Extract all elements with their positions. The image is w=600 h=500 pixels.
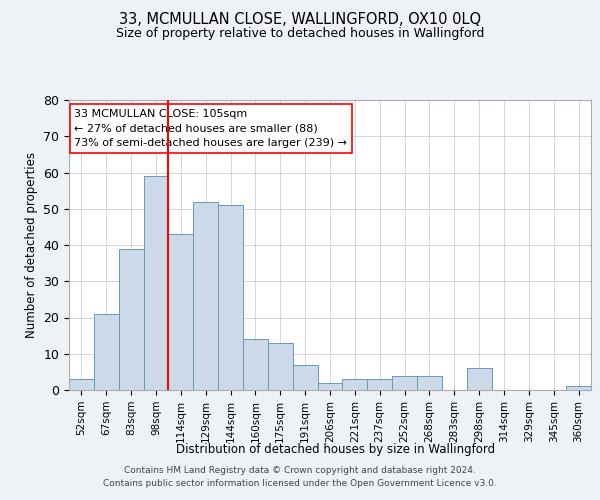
Bar xyxy=(343,379,367,390)
Y-axis label: Number of detached properties: Number of detached properties xyxy=(25,152,38,338)
Bar xyxy=(143,176,169,390)
Bar xyxy=(392,376,417,390)
Bar xyxy=(169,234,193,390)
Bar xyxy=(218,205,243,390)
Bar xyxy=(94,314,119,390)
Bar xyxy=(69,379,94,390)
Bar xyxy=(317,383,343,390)
Bar xyxy=(193,202,218,390)
Bar xyxy=(367,379,392,390)
Bar xyxy=(268,343,293,390)
Bar xyxy=(467,368,491,390)
Bar xyxy=(566,386,591,390)
Text: 33, MCMULLAN CLOSE, WALLINGFORD, OX10 0LQ: 33, MCMULLAN CLOSE, WALLINGFORD, OX10 0L… xyxy=(119,12,481,28)
Text: Distribution of detached houses by size in Wallingford: Distribution of detached houses by size … xyxy=(176,442,496,456)
Text: Contains HM Land Registry data © Crown copyright and database right 2024.
Contai: Contains HM Land Registry data © Crown c… xyxy=(103,466,497,487)
Bar xyxy=(293,364,317,390)
Bar xyxy=(119,248,143,390)
Text: 33 MCMULLAN CLOSE: 105sqm
← 27% of detached houses are smaller (88)
73% of semi-: 33 MCMULLAN CLOSE: 105sqm ← 27% of detac… xyxy=(74,108,347,148)
Bar xyxy=(417,376,442,390)
Bar xyxy=(243,339,268,390)
Text: Size of property relative to detached houses in Wallingford: Size of property relative to detached ho… xyxy=(116,28,484,40)
